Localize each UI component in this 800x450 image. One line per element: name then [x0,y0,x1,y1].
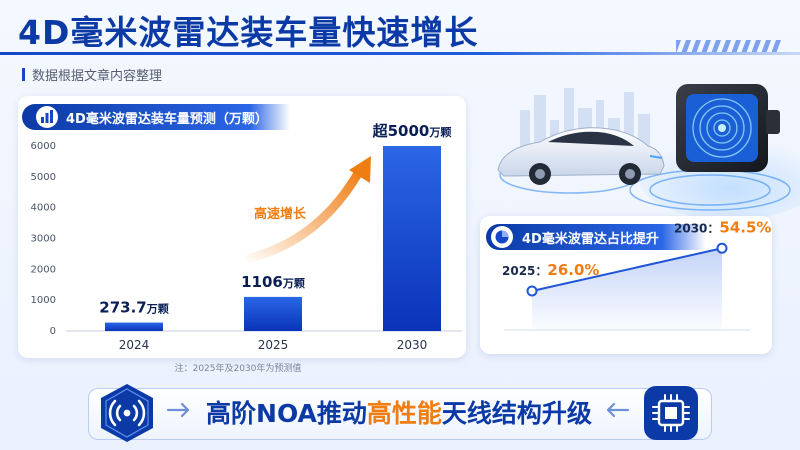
headline: 4D毫米波雷达装车量快速增长 [18,13,479,52]
headline-divider [0,52,800,55]
y-tick-label: 1000 [31,295,56,306]
banner-text-part1: 高阶NOA推动 [206,399,367,428]
banner-right-arrow [606,402,630,418]
radar-module-illustration [676,84,780,172]
y-tick-label: 4000 [31,203,56,214]
car-and-radar-module-illustration [497,84,800,220]
y-tick-label: 2000 [31,264,56,275]
growth-arrow [245,165,365,263]
y-tick-label: 0 [50,326,56,337]
y-tick-label: 5000 [31,172,56,183]
share-chart-title: 4D毫米波雷达占比提升 [522,232,659,247]
banner-text-highlight: 高性能 [366,399,442,428]
data-label-2025: 1106万颗 [241,273,305,291]
car-illustration [497,127,665,185]
subtitle: 数据根据文章内容整理 [32,69,163,84]
data-label-2024: 273.7万颗 [99,299,168,317]
bar-2024 [105,322,163,331]
share-chart-header [486,224,706,250]
share-point-2030 [716,242,728,254]
bar-chart-title: 4D毫米波雷达装车量预测（万颗） [66,112,268,127]
data-label-2030: 超5000万颗 [372,122,452,140]
share-area [532,248,722,330]
y-tick-label: 6000 [31,141,56,152]
bottom-banner [88,388,712,440]
banner-text: 高阶NOA推动高性能天线结构升级 [164,394,634,430]
y-tick-label: 3000 [31,234,56,245]
x-tick-label: 2025 [258,338,289,352]
banner-left-arrow [166,402,190,418]
footnote: 注：2025年及2030年为预测值 [174,364,302,374]
decorative-stripes [676,40,781,52]
subtitle-marker [22,68,25,81]
chip-icon [642,384,700,442]
bar-2025 [244,296,302,331]
bar-chart-icon [36,106,58,128]
bar-2030 [383,146,441,331]
growth-annotation: 高速增长 [254,206,307,222]
share-label-2030: 2030：54.5% [674,218,771,236]
share-label-2025: 2025：26.0% [502,261,599,279]
radar-signal-icon [96,382,158,444]
banner-text-part2: 天线结构升级 [441,399,592,428]
pie-chart-icon [491,226,513,248]
share-point-2025 [526,285,538,297]
x-tick-label: 2024 [119,338,150,352]
bar-chart-header [22,104,290,130]
share-line [531,247,723,292]
growth-arrow-head [349,156,371,183]
x-tick-label: 2030 [397,338,428,352]
